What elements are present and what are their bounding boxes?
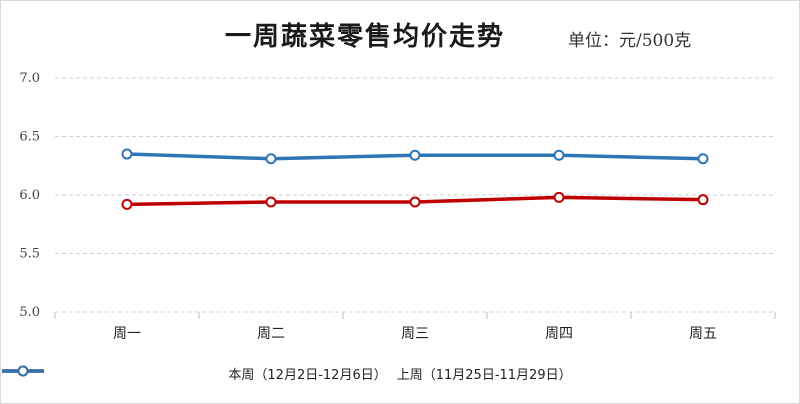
data-point [553,149,565,161]
data-point [697,194,709,206]
legend-label: 上周（11月25日-11月29日） [396,368,572,383]
legend: 本周（12月2日-12月6日） 上周（11月25日-11月29日） [0,364,800,383]
data-point [553,191,565,203]
y-tick-label: 6.5 [19,130,40,145]
legend-swatch [2,365,44,377]
data-point [265,153,277,165]
data-point [697,153,709,165]
y-tick-label: 7.0 [19,71,40,86]
data-point [265,196,277,208]
legend-label: 本周（12月2日-12月6日） [228,368,387,383]
x-tick-label: 周四 [545,326,573,342]
data-point [121,198,133,210]
y-tick-label: 6.0 [19,188,40,203]
data-point [121,148,133,160]
x-tick-label: 周三 [401,326,429,342]
legend-item: 上周（11月25日-11月29日） [2,364,572,383]
legend-item: 本周（12月2日-12月6日） [2,364,387,383]
data-point [409,196,421,208]
unit-label: 单位：元/500克 [568,31,692,51]
x-tick-label: 周二 [257,326,285,342]
data-point [409,149,421,161]
y-tick-label: 5.5 [19,247,40,262]
x-tick-label: 周一 [113,326,141,342]
chart-title: 一周蔬菜零售均价走势 [225,22,506,52]
x-tick-label: 周五 [689,326,717,342]
y-tick-label: 5.0 [19,305,40,320]
